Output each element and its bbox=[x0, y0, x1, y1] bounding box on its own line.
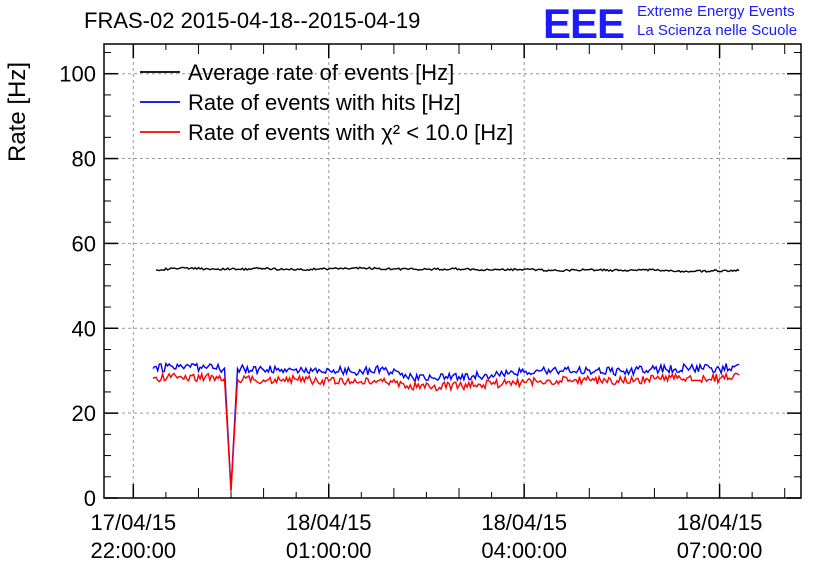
x-tick-label-date: 17/04/15 bbox=[90, 510, 176, 535]
legend-label-1: Average rate of events [Hz] bbox=[188, 60, 454, 85]
y-tick-label: 20 bbox=[72, 401, 96, 426]
logo-line-1: Extreme Energy Events bbox=[637, 3, 795, 20]
series-line-1 bbox=[155, 266, 740, 273]
x-tick-label-date: 18/04/15 bbox=[286, 510, 372, 535]
y-tick-label: 100 bbox=[59, 62, 96, 87]
y-tick-label: 40 bbox=[72, 316, 96, 341]
y-tick-label: 80 bbox=[72, 147, 96, 172]
y-axis-label: Rate [Hz] bbox=[4, 61, 31, 162]
axis-ticks: 0 20 40 60 80 100 17/04/15 22:00:00 18/04/15 01:0… bbox=[59, 44, 801, 563]
series-line-2 bbox=[152, 361, 740, 490]
grid-lines bbox=[104, 44, 801, 498]
logo-line-2: La Scienza nelle Scuole bbox=[637, 22, 798, 39]
plot-frame bbox=[103, 43, 802, 499]
legend-label-3: Rate of events with χ² < 10.0 [Hz] bbox=[188, 120, 513, 145]
x-tick-label-date: 18/04/15 bbox=[677, 510, 763, 535]
series-layer bbox=[152, 266, 740, 492]
y-tick-label: 0 bbox=[84, 486, 96, 511]
eee-logo: EEE bbox=[543, 0, 625, 47]
x-tick-label-time: 07:00:00 bbox=[677, 538, 763, 563]
legend-label-2: Rate of events with hits [Hz] bbox=[188, 90, 461, 115]
x-tick-label-time: 04:00:00 bbox=[481, 538, 567, 563]
x-tick-label-date: 18/04/15 bbox=[481, 510, 567, 535]
x-tick-label-time: 01:00:00 bbox=[286, 538, 372, 563]
chart-title: FRAS-02 2015-04-18--2015-04-19 bbox=[84, 8, 421, 33]
legend: Average rate of events [Hz] Rate of event… bbox=[140, 60, 513, 145]
x-tick-label-time: 22:00:00 bbox=[90, 538, 176, 563]
y-tick-label: 60 bbox=[72, 231, 96, 256]
series-line-3 bbox=[152, 371, 740, 492]
